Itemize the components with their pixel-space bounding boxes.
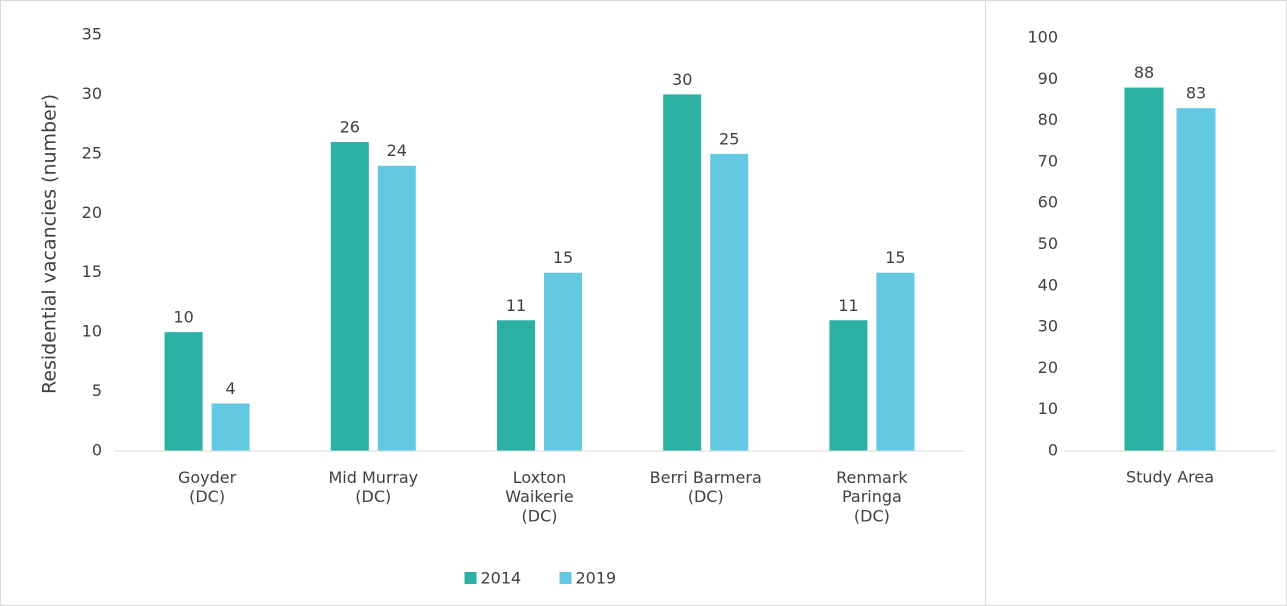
bar (330, 141, 369, 451)
data-label: 15 (553, 248, 573, 267)
bar (876, 272, 915, 451)
y-tick-label: 60 (1038, 193, 1058, 212)
x-tick-label: Loxton Waikerie (DC) (505, 468, 573, 525)
bar (1176, 108, 1216, 452)
data-label: 30 (672, 70, 692, 89)
y-tick-label: 20 (1038, 358, 1058, 377)
y-tick-label: 40 (1038, 275, 1058, 294)
bar (710, 153, 749, 451)
data-label: 88 (1134, 63, 1154, 82)
bar (829, 320, 868, 451)
bar (497, 320, 535, 451)
bar (211, 403, 250, 451)
data-label: 24 (387, 141, 407, 160)
y-tick-label: 20 (82, 203, 102, 222)
y-tick-label: 0 (92, 441, 102, 460)
data-label: 4 (226, 379, 236, 398)
y-tick-label: 90 (1038, 69, 1058, 88)
data-label: 83 (1186, 84, 1206, 103)
data-label: 26 (340, 117, 360, 136)
y-tick-label: 10 (1038, 399, 1058, 418)
y-tick-label: 30 (82, 84, 102, 103)
bar (663, 94, 702, 451)
data-label: 15 (885, 248, 905, 267)
y-tick-label: 70 (1038, 151, 1058, 170)
data-label: 25 (719, 129, 739, 148)
legend-swatch (464, 572, 477, 584)
y-axis-label: Residential vacancies (number) (39, 94, 61, 394)
bar (544, 272, 582, 451)
y-tick-label: 30 (1038, 317, 1058, 336)
y-tick-label: 0 (1048, 441, 1058, 460)
y-tick-label: 15 (82, 262, 102, 281)
legend-label: 2019 (576, 569, 617, 588)
y-tick-label: 80 (1038, 110, 1058, 129)
x-tick-label: Goyder (DC) (178, 468, 237, 506)
legend-label: 2014 (481, 569, 522, 588)
x-tick-label: Study Area (1126, 468, 1214, 487)
data-label: 10 (173, 308, 193, 327)
x-tick-label: Berri Barmera (DC) (650, 468, 762, 506)
data-label: 11 (838, 296, 858, 315)
x-tick-label: Renmark Paringa (DC) (836, 468, 908, 525)
bar (377, 165, 416, 451)
legend-swatch (559, 572, 572, 584)
y-tick-label: 5 (92, 381, 102, 400)
y-tick-label: 100 (1027, 28, 1058, 47)
y-tick-label: 25 (82, 143, 102, 162)
y-tick-label: 50 (1038, 234, 1058, 253)
bar (1124, 87, 1164, 451)
y-tick-label: 35 (82, 25, 102, 44)
bar (164, 332, 203, 451)
x-tick-label: Mid Murray (DC) (329, 468, 419, 506)
data-label: 11 (506, 296, 526, 315)
y-tick-label: 10 (82, 322, 102, 341)
